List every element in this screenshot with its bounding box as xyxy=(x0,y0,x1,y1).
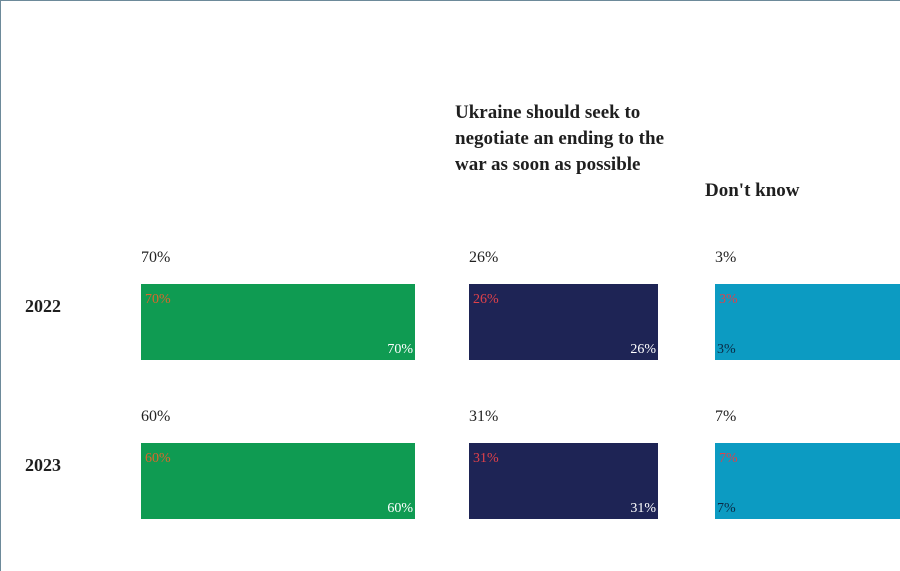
value-label: 26% xyxy=(469,249,499,266)
bar-value-label: 7% xyxy=(717,501,736,516)
bar-value-label: 70% xyxy=(387,342,413,357)
bar-value-label: 60% xyxy=(387,501,413,516)
bar: 60% 60% xyxy=(141,443,415,519)
bar: 70% 70% xyxy=(141,284,415,360)
bar-inner-label: 3% xyxy=(719,292,738,307)
bar-inner-label: 60% xyxy=(145,451,171,466)
bar-inner-label: 7% xyxy=(719,451,738,466)
bar: 26% 26% xyxy=(469,284,658,360)
column-header-negotiate: Ukraine should seek to negotiate an endi… xyxy=(455,102,664,175)
value-label: 31% xyxy=(469,408,499,425)
value-label: 70% xyxy=(141,249,171,266)
bar-value-label: 31% xyxy=(630,501,656,516)
bar-inner-label: 70% xyxy=(145,292,171,307)
year-label-2022: 2022 xyxy=(25,296,61,316)
bar-value-label: 26% xyxy=(630,342,656,357)
bar: 7% 7% xyxy=(715,443,900,519)
column-header-dont-know: Don't know xyxy=(705,180,800,201)
bar: 31% 31% xyxy=(469,443,658,519)
value-label: 3% xyxy=(715,249,737,266)
value-label: 60% xyxy=(141,408,171,425)
year-label-2023: 2023 xyxy=(25,455,61,475)
value-label: 7% xyxy=(715,408,737,425)
bar-inner-label: 26% xyxy=(473,292,499,307)
bar: 3% 3% xyxy=(715,284,900,360)
bar-inner-label: 31% xyxy=(473,451,499,466)
bar-value-label: 3% xyxy=(717,342,736,357)
